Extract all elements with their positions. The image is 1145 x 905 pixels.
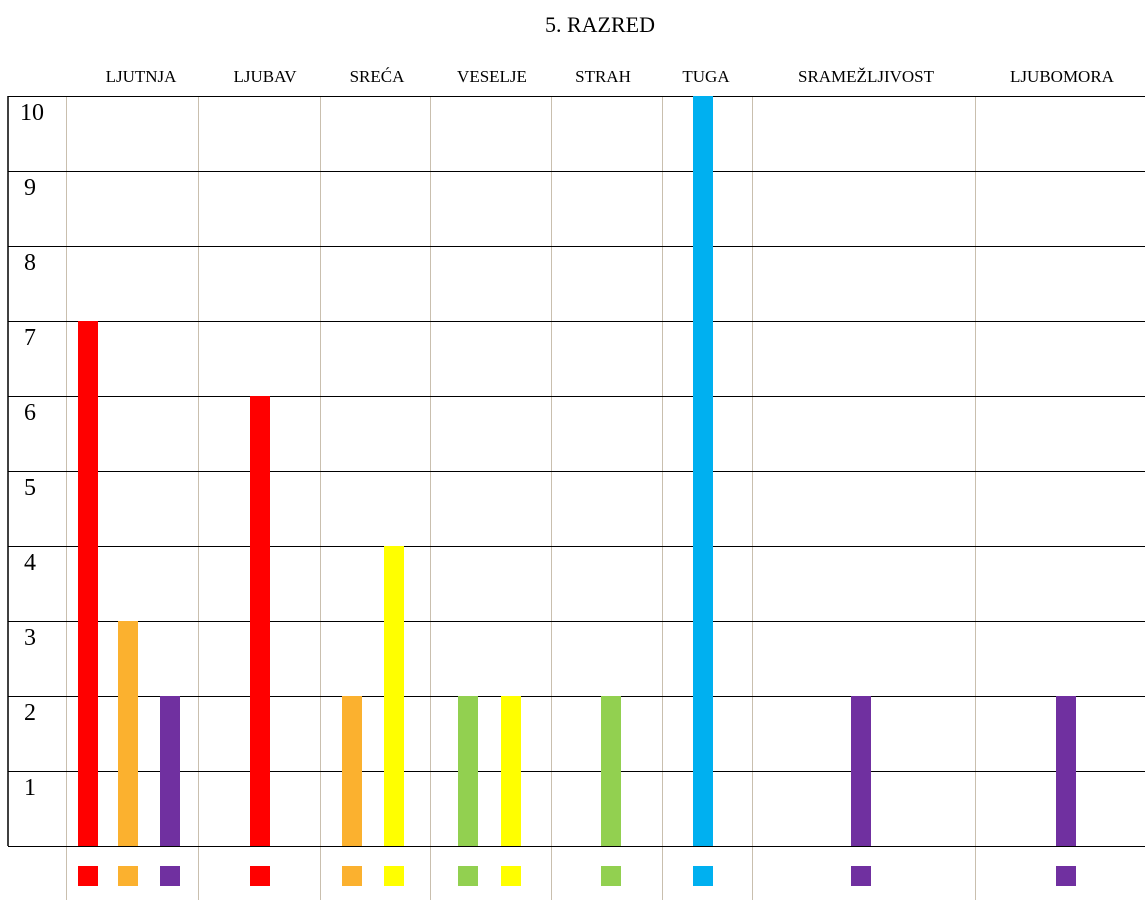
y-tick-label: 2 [24,700,36,726]
bar [118,621,138,846]
bar [342,696,362,846]
category-label: SREĆA [350,67,406,86]
bar-color-swatch [693,866,713,886]
bar-color-swatch [601,866,621,886]
category-label: LJUBAV [234,67,298,86]
y-tick-label: 7 [24,325,36,351]
y-tick-label: 8 [24,250,36,276]
y-tick-label: 9 [24,175,36,201]
y-tick-label: 6 [24,400,36,426]
bar [458,696,478,846]
category-label: STRAH [575,67,631,86]
category-label: TUGA [682,67,730,86]
bars-layer [78,96,1076,886]
y-tick-label: 5 [24,475,36,501]
grid-layer [7,96,1145,900]
bar [601,696,621,846]
category-label: VESELJE [457,67,527,86]
bar-color-swatch [851,866,871,886]
bar-color-swatch [160,866,180,886]
bar-color-swatch [250,866,270,886]
category-label: LJUTNJA [106,67,178,86]
labels-layer: 1 2 3 4 5 6 7 8 9 10 LJUTNJA LJUBAV SREĆA VESELJE STRA… [20,67,1115,801]
bar [160,696,180,846]
bar-color-swatch [118,866,138,886]
bar-color-swatch [384,866,404,886]
bar-color-swatch [78,866,98,886]
y-tick-label: 10 [20,100,44,126]
category-label: LJUBOMORA [1010,67,1115,86]
bar [501,696,521,846]
y-tick-label: 3 [24,625,36,651]
bar [78,321,98,846]
bar [250,396,270,846]
bar [851,696,871,846]
bar-color-swatch [342,866,362,886]
bar-color-swatch [501,866,521,886]
category-label: SRAMEŽLJIVOST [798,67,935,86]
chart-title: 5. RAZRED [545,12,655,37]
bar [693,96,713,846]
bar-color-swatch [458,866,478,886]
bar [384,546,404,846]
y-tick-label: 1 [24,775,36,801]
bar [1056,696,1076,846]
bar-color-swatch [1056,866,1076,886]
y-tick-label: 4 [24,550,36,576]
